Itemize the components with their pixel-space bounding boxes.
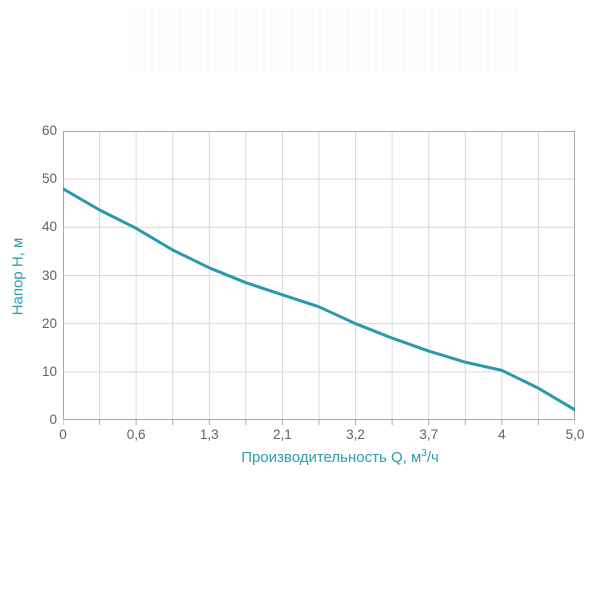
x-tick-label: 0,6 (126, 427, 146, 442)
x-axis-title: Производительность Q, м3/ч (63, 448, 575, 467)
y-tick-label: 40 (41, 219, 57, 235)
x-tick-label: 2,1 (273, 427, 292, 442)
plot-border (63, 131, 575, 420)
y-tick-label: 60 (41, 123, 57, 138)
x-axis-title-superscript: 3 (421, 448, 427, 459)
pump-curve-line (63, 187, 575, 412)
y-tick-label: 50 (41, 171, 57, 187)
x-tick-label: 4 (498, 427, 506, 442)
y-tick-label: 30 (41, 267, 57, 283)
x-tick-label: 3,2 (346, 427, 365, 442)
x-axis-title-text: Производительность Q, м (241, 449, 422, 466)
y-tick-label: 0 (49, 412, 57, 427)
faint-watermark-artifact (130, 8, 520, 74)
x-tick-label: 0 (59, 427, 67, 442)
plot-area (63, 131, 575, 425)
x-tick-label: 3,7 (419, 427, 439, 442)
y-tick-label: 20 (41, 315, 57, 331)
x-tick-label: 1,3 (199, 427, 219, 442)
x-axis-title-unit: /ч (426, 449, 439, 466)
y-axis-title: Напор H, м (9, 237, 27, 316)
y-tick-label: 10 (41, 363, 57, 379)
x-tick-label: 5,0 (565, 427, 585, 442)
